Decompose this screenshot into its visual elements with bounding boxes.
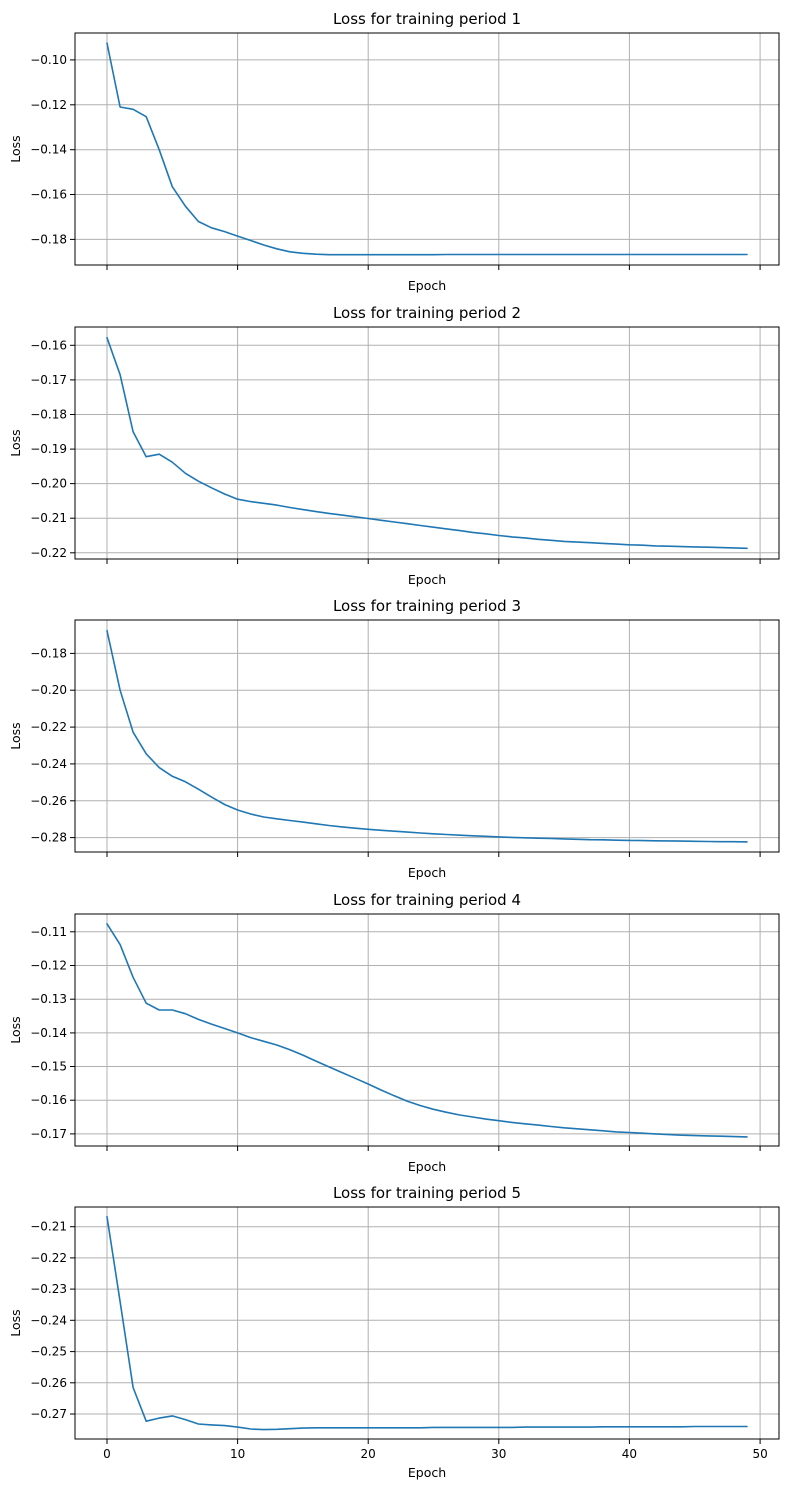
axes-frame — [74, 32, 780, 266]
y-tick-label: −0.11 — [30, 925, 67, 939]
axes-frame — [74, 913, 780, 1147]
x-tick-label: 30 — [491, 1447, 506, 1461]
x-tick-label: 20 — [361, 1447, 376, 1461]
y-tick-label: −0.23 — [30, 1282, 67, 1296]
y-tick-label: −0.24 — [30, 1313, 67, 1327]
y-axis-label: Loss — [8, 722, 23, 749]
loss-series-line — [106, 629, 748, 843]
y-tick-label: −0.22 — [30, 720, 67, 734]
y-tick-label: −0.16 — [30, 188, 67, 202]
y-axis-label: Loss — [8, 1016, 23, 1043]
chart-title: Loss for training period 4 — [333, 891, 521, 909]
loss-series-line — [106, 923, 748, 1138]
x-axis-label: Epoch — [408, 1465, 446, 1480]
chart-title: Loss for training period 1 — [333, 10, 521, 28]
y-tick-label: −0.21 — [30, 511, 67, 525]
x-axis-label: Epoch — [408, 1159, 446, 1174]
y-axis-label: Loss — [8, 1309, 23, 1336]
x-axis-label: Epoch — [408, 865, 446, 880]
subplot-1: −0.18 −0.16 −0.14 −0.12 −0.10 Loss for traini… — [8, 10, 780, 293]
y-tick-label: −0.25 — [30, 1345, 67, 1359]
y-tick-label: −0.22 — [30, 546, 67, 560]
loss-series-line — [106, 1215, 748, 1431]
y-tick-label: −0.17 — [30, 1127, 67, 1141]
x-axis-label: Epoch — [408, 278, 446, 293]
y-tick-label: −0.16 — [30, 338, 67, 352]
chart-title: Loss for training period 2 — [333, 304, 521, 322]
y-tick-label: −0.10 — [30, 53, 67, 67]
chart-title: Loss for training period 5 — [333, 1184, 521, 1202]
x-axis-label: Epoch — [408, 572, 446, 587]
y-tick-label: −0.19 — [30, 442, 67, 456]
chart-title: Loss for training period 3 — [333, 597, 521, 615]
y-tick-label: −0.16 — [30, 1093, 67, 1107]
y-tick-label: −0.21 — [30, 1220, 67, 1234]
subplot-4: −0.17 −0.16 −0.15 −0.14 −0.13 −0.12 −0.11 Loss … — [8, 891, 780, 1174]
y-tick-label: −0.15 — [30, 1060, 67, 1074]
x-tick-label: 50 — [752, 1447, 767, 1461]
y-tick-label: −0.18 — [30, 232, 67, 246]
x-tick-label: 40 — [622, 1447, 637, 1461]
y-tick-label: −0.17 — [30, 373, 67, 387]
y-tick-label: −0.14 — [30, 143, 67, 157]
y-tick-label: −0.28 — [30, 831, 67, 845]
loss-series-line — [106, 336, 748, 550]
y-tick-label: −0.20 — [30, 683, 67, 697]
axes-frame — [74, 619, 780, 853]
x-tick-label: 10 — [230, 1447, 245, 1461]
y-tick-label: −0.24 — [30, 757, 67, 771]
axes-frame — [74, 1206, 780, 1440]
y-tick-label: −0.26 — [30, 1376, 67, 1390]
y-tick-label: −0.18 — [30, 408, 67, 422]
subplot-5: 0 10 20 30 40 50 −0.27 −0.26 −0.25 −0.24 −0.23 −0.2… — [8, 1184, 780, 1480]
y-tick-label: −0.26 — [30, 794, 67, 808]
subplot-2: −0.22 −0.21 −0.20 −0.19 −0.18 −0.17 −0.16 Loss … — [8, 304, 780, 587]
y-tick-label: −0.20 — [30, 477, 67, 491]
y-tick-label: −0.12 — [30, 959, 67, 973]
y-tick-label: −0.22 — [30, 1251, 67, 1265]
y-tick-label: −0.13 — [30, 992, 67, 1006]
y-tick-label: −0.12 — [30, 98, 67, 112]
y-tick-label: −0.27 — [30, 1407, 67, 1421]
y-axis-label: Loss — [8, 429, 23, 456]
y-tick-label: −0.14 — [30, 1026, 67, 1040]
x-tick-label: 0 — [103, 1447, 111, 1461]
y-axis-label: Loss — [8, 135, 23, 162]
y-tick-label: −0.18 — [30, 646, 67, 660]
loss-series-line — [106, 42, 748, 256]
axes-frame — [74, 326, 780, 560]
subplot-3: −0.28 −0.26 −0.24 −0.22 −0.20 −0.18 Loss for t… — [8, 597, 780, 880]
